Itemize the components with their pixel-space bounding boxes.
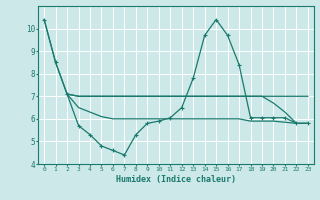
X-axis label: Humidex (Indice chaleur): Humidex (Indice chaleur) — [116, 175, 236, 184]
